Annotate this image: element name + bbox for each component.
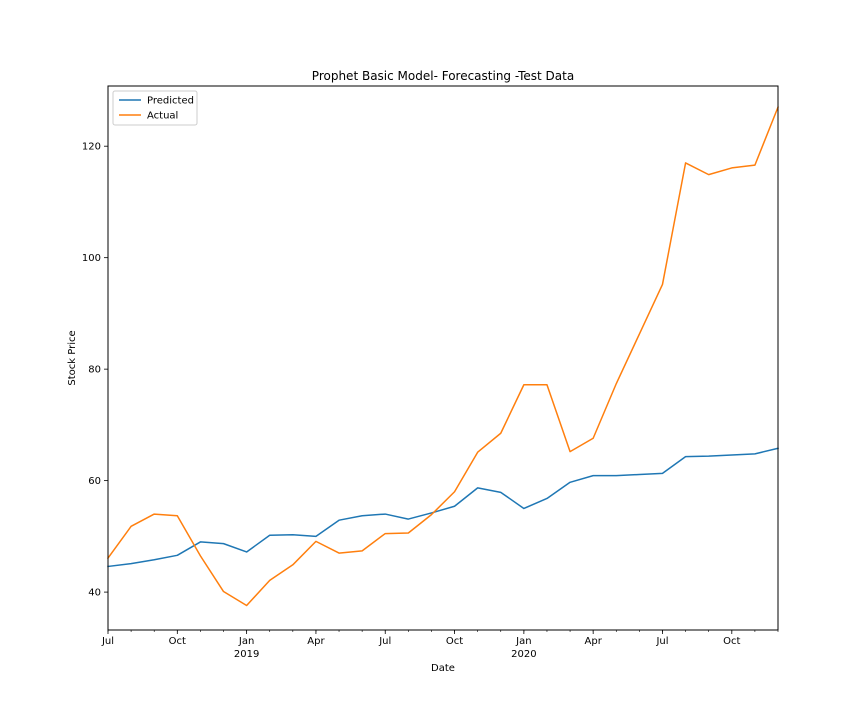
x-tick-label: Jan <box>238 636 254 647</box>
x-tick-label: Apr <box>585 636 603 647</box>
x-tick-label: Jul <box>101 636 114 647</box>
y-tick-label: 120 <box>82 142 101 153</box>
plot-frame <box>107 85 779 631</box>
x-tick-label: Oct <box>446 636 463 647</box>
plot-area <box>106 85 779 631</box>
x-tick-year-label: 2019 <box>234 649 259 660</box>
series-layer <box>106 106 779 607</box>
legend-label-actual: Actual <box>147 111 178 122</box>
x-tick-label: Jan <box>515 636 531 647</box>
x-tick-label: Oct <box>723 636 740 647</box>
y-tick-label: 40 <box>88 588 101 599</box>
x-tick-year-label: 2020 <box>511 649 536 660</box>
y-tick-label: 100 <box>82 253 101 264</box>
x-axis-title: Date <box>431 663 455 674</box>
y-tick-label: 60 <box>88 476 101 487</box>
series-line-predicted <box>107 447 779 568</box>
y-tick-label: 80 <box>88 365 101 376</box>
y-axis: 40 60 80 100 120 <box>82 142 108 599</box>
series-line-actual <box>106 106 779 607</box>
chart-title: Prophet Basic Model- Forecasting -Test D… <box>312 69 574 83</box>
legend-label-predicted: Predicted <box>147 96 194 107</box>
x-axis: Jul Oct Jan 2019 Apr Jul Oct Jan 2020 Apr Jul Oct <box>101 630 779 660</box>
y-axis-title: Stock Price <box>67 330 78 385</box>
x-tick-label: Jul <box>655 636 668 647</box>
x-tick-label: Oct <box>169 636 186 647</box>
legend: Predicted Actual <box>112 90 198 126</box>
x-tick-label: Apr <box>307 636 325 647</box>
x-tick-label: Jul <box>378 636 391 647</box>
